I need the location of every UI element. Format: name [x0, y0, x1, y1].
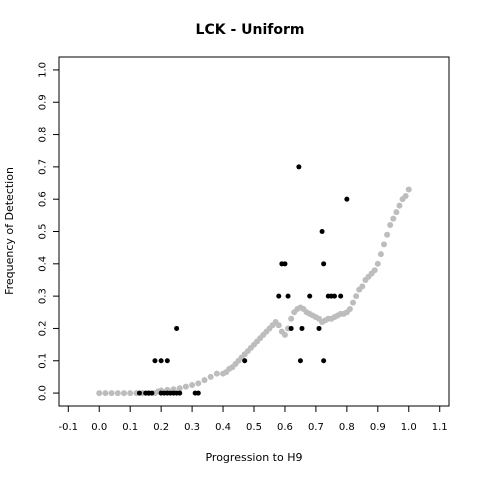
- data-point: [321, 358, 327, 364]
- data-point: [281, 331, 288, 338]
- data-point: [282, 261, 288, 267]
- data-point: [164, 358, 170, 364]
- x-tick-label: 0.5: [246, 422, 262, 433]
- data-point: [176, 385, 183, 392]
- x-tick-label: 0.2: [153, 422, 169, 433]
- y-tick-label: 0.6: [38, 191, 49, 207]
- data-point: [96, 390, 103, 397]
- x-tick-label: -0.1: [59, 422, 79, 433]
- y-axis-label: Frequency of Detection: [3, 167, 16, 295]
- data-point: [390, 215, 397, 222]
- data-point: [377, 251, 384, 258]
- data-point: [108, 390, 115, 397]
- data-point: [384, 231, 391, 238]
- x-tick-label: 1.1: [432, 422, 448, 433]
- chart-title: LCK - Uniform: [196, 22, 305, 38]
- y-tick-label: 1.0: [38, 62, 49, 78]
- data-point: [387, 222, 394, 229]
- data-point: [381, 241, 387, 248]
- data-point: [121, 390, 127, 397]
- data-point: [170, 386, 177, 393]
- data-point: [393, 209, 400, 216]
- data-point: [213, 370, 220, 377]
- x-tick-label: 0.6: [277, 422, 293, 433]
- data-point: [307, 293, 313, 299]
- data-point: [201, 377, 208, 384]
- data-point: [189, 381, 196, 388]
- x-tick-label: 0.3: [184, 422, 200, 433]
- data-point: [285, 293, 291, 299]
- data-point: [136, 390, 142, 396]
- x-axis: -0.1 0.0 0.1 0.2 0.3 0.4 0.5 0.6 0.7 0.8 0.9 1.0 1.1: [59, 406, 448, 433]
- x-axis-label: Progression to H9: [205, 451, 302, 464]
- gray-series: [96, 186, 412, 397]
- data-point: [353, 293, 360, 300]
- black-series: [136, 164, 350, 396]
- data-point: [207, 373, 214, 380]
- y-tick-label: 0.8: [38, 127, 49, 143]
- data-point: [331, 293, 337, 299]
- x-tick-label: 0.1: [122, 422, 138, 433]
- y-tick-label: 0.2: [38, 320, 49, 336]
- x-tick-label: 0.7: [308, 422, 324, 433]
- y-tick-label: 0.4: [38, 256, 49, 272]
- data-point: [195, 390, 201, 396]
- x-tick-label: 1.0: [401, 422, 417, 433]
- data-point: [316, 325, 322, 331]
- data-point: [402, 192, 409, 199]
- data-point: [371, 267, 378, 274]
- data-point: [299, 325, 305, 331]
- plot-area-frame: [58, 56, 450, 407]
- data-point: [158, 358, 164, 364]
- data-point: [374, 260, 381, 267]
- y-tick-label: 0.5: [38, 224, 49, 240]
- data-point: [275, 322, 282, 329]
- y-tick-label: 0.7: [38, 159, 49, 175]
- data-point: [338, 293, 344, 299]
- y-tick-label: 0.3: [38, 288, 49, 304]
- data-point: [174, 325, 180, 331]
- data-point: [296, 164, 302, 170]
- data-point: [114, 390, 121, 397]
- data-point: [344, 196, 350, 202]
- data-point: [195, 380, 202, 387]
- data-point: [297, 358, 303, 364]
- data-point: [405, 186, 412, 193]
- data-point: [396, 202, 403, 209]
- data-point: [102, 390, 109, 397]
- x-tick-label: 0.8: [339, 422, 355, 433]
- data-point: [276, 293, 282, 299]
- x-tick-label: 0.4: [215, 422, 231, 433]
- data-point: [288, 315, 295, 322]
- data-point: [350, 299, 357, 306]
- data-point: [127, 390, 134, 397]
- data-point: [319, 229, 325, 234]
- data-point: [346, 306, 353, 313]
- data-point: [149, 390, 155, 396]
- y-tick-label: 0.0: [38, 385, 49, 401]
- data-point: [182, 383, 189, 390]
- data-point: [177, 390, 183, 396]
- y-tick-label: 0.9: [38, 94, 49, 110]
- data-point: [321, 261, 327, 267]
- data-point: [152, 358, 158, 364]
- data-point: [242, 358, 248, 364]
- x-tick-label: 0.0: [91, 422, 107, 433]
- data-points: [96, 164, 412, 397]
- data-point: [359, 283, 366, 290]
- y-tick-label: 0.1: [38, 353, 49, 369]
- x-tick-label: 0.9: [370, 422, 386, 433]
- data-point: [288, 325, 294, 331]
- y-axis: 0.0 0.1 0.2 0.3 0.4 0.5 0.6 0.7 0.8 0.9 1.0: [38, 62, 59, 401]
